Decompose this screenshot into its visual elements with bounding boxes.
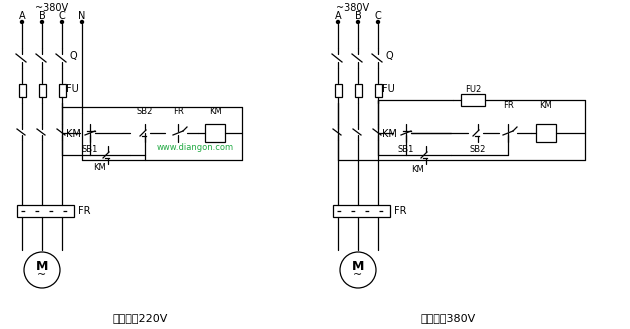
Text: KM: KM <box>209 107 221 115</box>
Text: Q: Q <box>386 51 394 61</box>
Text: KM: KM <box>382 129 397 139</box>
Bar <box>205 124 225 142</box>
Bar <box>333 205 390 217</box>
Circle shape <box>60 20 64 23</box>
Text: FR: FR <box>78 206 91 216</box>
Text: B: B <box>355 11 362 21</box>
Circle shape <box>24 252 60 288</box>
Text: SB1: SB1 <box>398 144 414 154</box>
Text: 控制电压220V: 控制电压220V <box>112 313 168 323</box>
Text: N: N <box>78 11 86 21</box>
Circle shape <box>336 20 340 23</box>
Text: C: C <box>59 11 66 21</box>
Text: A: A <box>335 11 341 21</box>
Text: FR: FR <box>173 107 183 115</box>
Text: FR: FR <box>394 206 406 216</box>
Text: M: M <box>36 260 48 272</box>
Text: FU: FU <box>382 84 395 94</box>
Circle shape <box>40 20 43 23</box>
Text: ~: ~ <box>353 270 363 280</box>
Text: KM: KM <box>411 164 425 173</box>
Text: ~380V: ~380V <box>336 3 370 13</box>
Text: 控制电压380V: 控制电压380V <box>420 313 476 323</box>
Text: www.diangon.com: www.diangon.com <box>156 143 234 153</box>
Bar <box>38 84 45 96</box>
Text: SB2: SB2 <box>137 107 153 115</box>
Text: FR: FR <box>503 102 513 111</box>
Text: A: A <box>19 11 25 21</box>
Bar <box>18 84 25 96</box>
Text: KM: KM <box>66 129 81 139</box>
Text: B: B <box>38 11 45 21</box>
Circle shape <box>340 252 376 288</box>
Text: SB1: SB1 <box>82 144 98 154</box>
Bar <box>536 124 556 142</box>
Text: FU: FU <box>66 84 79 94</box>
Circle shape <box>377 20 379 23</box>
Bar <box>355 84 362 96</box>
Text: M: M <box>352 260 364 272</box>
Bar <box>374 84 382 96</box>
Circle shape <box>81 20 84 23</box>
Circle shape <box>21 20 23 23</box>
Text: KM: KM <box>94 163 106 171</box>
Text: FU2: FU2 <box>465 86 481 94</box>
Text: KM: KM <box>540 102 553 111</box>
Text: C: C <box>375 11 381 21</box>
Bar <box>17 205 74 217</box>
Text: Q: Q <box>70 51 77 61</box>
Text: SB2: SB2 <box>470 144 486 154</box>
Text: ~380V: ~380V <box>35 3 69 13</box>
Bar <box>461 94 485 106</box>
Bar <box>335 84 341 96</box>
Text: ~: ~ <box>37 270 47 280</box>
Circle shape <box>357 20 360 23</box>
Bar <box>59 84 66 96</box>
